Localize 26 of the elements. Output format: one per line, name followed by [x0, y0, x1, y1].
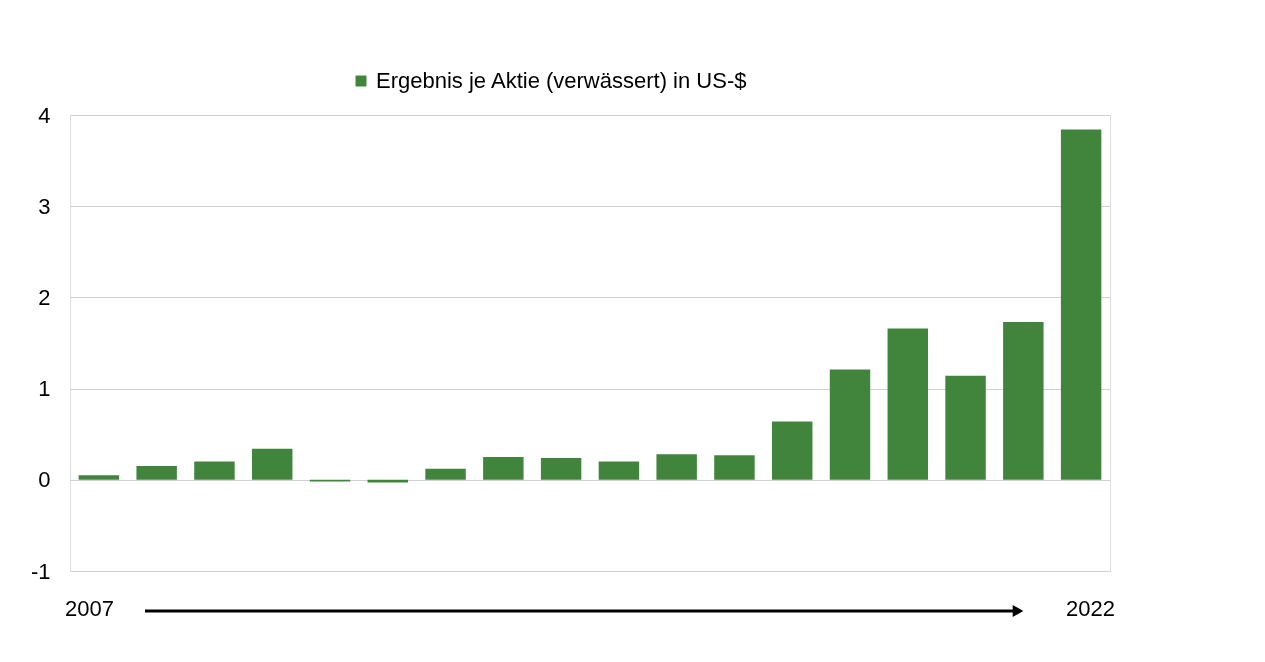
- bar: [1060, 129, 1102, 480]
- bar: [598, 461, 640, 480]
- legend-label: Ergebnis je Aktie (verwässert) in US-$: [376, 68, 747, 93]
- y-tick-label: 2: [38, 284, 51, 310]
- y-tick-label: 1: [38, 376, 51, 402]
- bar: [540, 457, 582, 480]
- bar: [483, 457, 524, 480]
- bar: [425, 468, 466, 480]
- bar: [194, 461, 235, 480]
- text: 2022: [1066, 596, 1115, 621]
- y-tick-label: -1: [30, 558, 51, 584]
- bar: [656, 454, 697, 480]
- bar: [1003, 322, 1044, 480]
- y-tick-label: 3: [38, 193, 51, 219]
- bar: [945, 375, 986, 480]
- bar: [78, 475, 120, 480]
- text: 2007: [65, 596, 114, 621]
- bar: [714, 455, 755, 480]
- bar: [367, 479, 408, 483]
- bar: [887, 328, 928, 480]
- bar: [829, 369, 871, 480]
- y-tick-label: 4: [38, 102, 51, 128]
- bar: [772, 421, 813, 480]
- bar: [252, 448, 293, 480]
- bar: [136, 466, 177, 480]
- y-tick-label: 0: [38, 467, 51, 493]
